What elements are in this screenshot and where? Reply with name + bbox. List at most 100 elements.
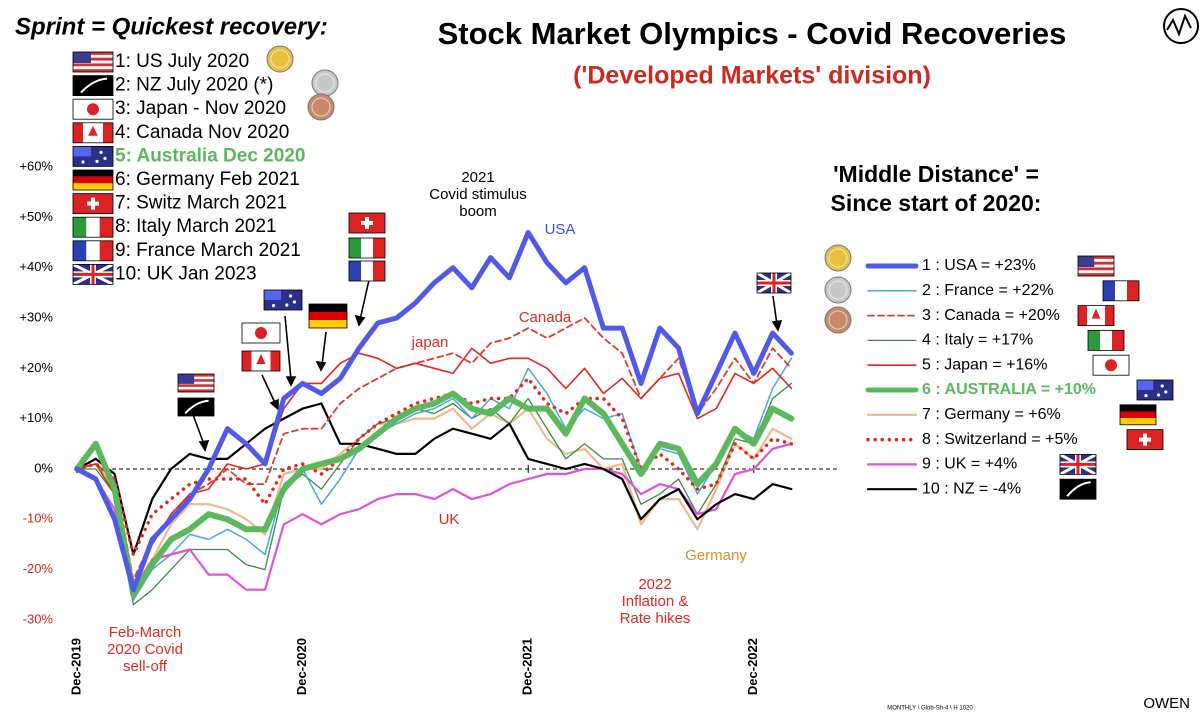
flag-border [1087, 329, 1125, 351]
flag-border [1102, 280, 1140, 302]
flag-part [292, 300, 296, 304]
annotation: Covid stimulus [429, 186, 527, 203]
y-tick-label: -30% [23, 611, 54, 626]
flag-part [1127, 280, 1139, 301]
flag-part [73, 176, 113, 184]
flag-part [1120, 418, 1156, 425]
y-tick-label: -20% [23, 561, 54, 576]
flag-part [87, 103, 99, 116]
sprint-item: 3: Japan - Nov 2020 [115, 98, 286, 119]
flag-part [1105, 305, 1114, 326]
flag-part [373, 261, 385, 281]
flag-border [1136, 379, 1174, 401]
flag [177, 397, 215, 417]
flag-part [1112, 330, 1124, 351]
flag-part [86, 217, 100, 238]
flag-part [73, 63, 113, 67]
x-tick-label: Dec-2021 [520, 638, 535, 695]
flag [348, 260, 386, 282]
flag [1136, 379, 1174, 401]
flag-part [86, 240, 100, 261]
sprint-item: 6: Germany Feb 2021 [115, 169, 300, 190]
x-tick-label: Dec-2022 [745, 638, 760, 695]
flag-part [289, 294, 293, 298]
legend-label: 8 : Switzerland = +5% [922, 431, 1078, 448]
author: OWEN [1143, 695, 1190, 712]
flag-border [1077, 305, 1115, 327]
flag [72, 51, 114, 73]
annotation: 2021 [461, 169, 494, 186]
flag-part [1078, 267, 1114, 271]
flag-part [1088, 330, 1100, 351]
flag [348, 237, 386, 259]
medal [270, 49, 290, 69]
annotation: boom [459, 203, 497, 220]
y-tick-label: +10% [19, 410, 53, 425]
y-tick-label: +30% [19, 309, 53, 324]
series-line [74, 390, 795, 598]
flag-border [1077, 255, 1115, 277]
series-line [76, 357, 793, 601]
flag-part [1160, 384, 1164, 388]
flag-part [1137, 380, 1154, 390]
x-tick-label: Dec-2019 [68, 638, 83, 695]
flag-border [756, 272, 792, 294]
flag-part [1115, 280, 1127, 301]
flag-part [73, 272, 113, 276]
flag-part [1078, 256, 1095, 267]
flag-part [361, 261, 373, 281]
legend-label: 7 : Germany = +6% [922, 406, 1061, 423]
flag-part [88, 125, 98, 136]
chart-subtitle: ('Developed Markets' division) [573, 62, 931, 90]
chart-title: Stock Market Olympics - Covid Recoveries [438, 16, 1067, 51]
flag-part [1103, 280, 1115, 301]
flag [241, 350, 281, 372]
flag-part [178, 374, 214, 377]
flag-part [178, 398, 214, 416]
flag-border [72, 216, 114, 238]
sprint-item: 9: France March 2021 [115, 240, 301, 261]
flag-part [1078, 273, 1114, 276]
flag [72, 122, 114, 144]
flag-part [73, 122, 83, 143]
flag-border [241, 350, 281, 372]
y-tick-label: +20% [19, 360, 53, 375]
legend-label: 3 : Canada = +20% [922, 307, 1060, 324]
annotation: japan [411, 334, 449, 351]
flag-part [1066, 481, 1091, 497]
flag-border [1059, 453, 1097, 475]
series-line [75, 407, 793, 596]
legend-label: 6 : AUSTRALIA = +10% [922, 381, 1096, 398]
annotation: Feb-March [109, 624, 182, 641]
flag-part [1157, 393, 1161, 397]
annotation: USA [545, 221, 576, 238]
flag-border [72, 145, 114, 167]
legend-label: 1 : USA = +23% [922, 257, 1036, 274]
flag-part [1164, 390, 1168, 394]
sprint-item: 2: NZ July 2020 (*) [115, 75, 273, 96]
flag-part [178, 374, 195, 384]
series-line [75, 402, 793, 556]
flag-part [1144, 394, 1148, 398]
flag-part [349, 238, 361, 258]
flag-part [184, 399, 209, 414]
flag-part [1091, 308, 1101, 319]
flag-part [103, 156, 107, 160]
flag-border [1092, 354, 1130, 376]
medal [311, 97, 331, 117]
legend-label: 2 : France = +22% [922, 282, 1054, 299]
flag [756, 271, 792, 295]
middle-title: Since start of 2020: [831, 190, 1042, 216]
series-line [75, 376, 794, 557]
flag-part [95, 159, 99, 163]
flag-border [1059, 478, 1097, 500]
annotation: 2020 Covid [107, 641, 183, 658]
flag-part [73, 52, 113, 55]
sprint-item: 10: UK Jan 2023 [115, 263, 257, 284]
flag [1087, 329, 1125, 351]
flag-part [73, 170, 113, 177]
annotation: Inflation & [622, 593, 689, 610]
flag-border [348, 260, 386, 282]
flag [263, 289, 303, 311]
logo [1163, 8, 1199, 44]
